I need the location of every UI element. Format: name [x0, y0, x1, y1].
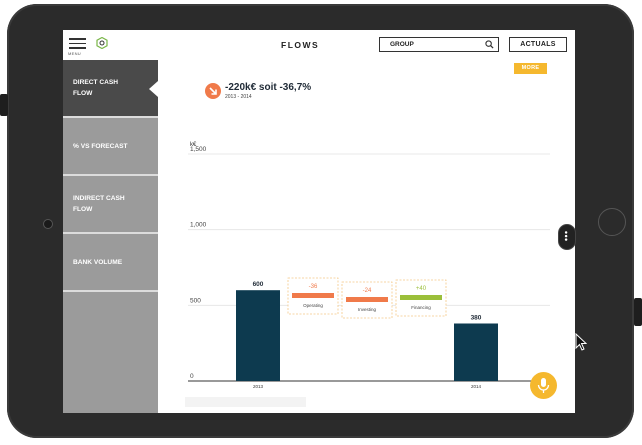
- sidebar: DIRECT CASH FLOW % VS FORECAST INDIRECT …: [63, 60, 158, 413]
- delta-category-label: Financing: [411, 305, 431, 310]
- delta-bar-Financing: [400, 295, 442, 300]
- volume-button: [0, 94, 8, 116]
- sidebar-item-bank-volume[interactable]: BANK VOLUME: [63, 234, 158, 292]
- y-tick-label: 500: [190, 297, 201, 304]
- app-screen: MENU FLOWS GROUP ACTUALS DIRECT CASH FLO…: [63, 30, 575, 413]
- logo-icon: [96, 37, 108, 49]
- group-select-value: GROUP: [390, 41, 414, 48]
- main-panel: MORE -220k€ soit -36,7% 2013 - 2014 k€ 1…: [158, 60, 575, 413]
- delta-bar-Operating: [292, 293, 334, 298]
- sidebar-item-label: BANK VOLUME: [73, 258, 123, 266]
- sidebar-item-direct-cash-flow[interactable]: DIRECT CASH FLOW: [63, 60, 158, 118]
- hamburger-menu-icon[interactable]: [69, 38, 86, 54]
- sidebar-item-label: % VS FORECAST: [73, 142, 128, 150]
- microphone-icon: [537, 378, 550, 393]
- delta-value-label: -36: [309, 284, 318, 290]
- delta-value-label: +40: [416, 286, 427, 292]
- x-tick-label: 2014: [471, 384, 482, 389]
- delta-category-label: Investing: [358, 307, 377, 312]
- bar-2013[interactable]: [236, 290, 280, 381]
- active-indicator: [149, 81, 158, 97]
- y-tick-label: 0: [190, 373, 194, 380]
- value-label: 380: [471, 314, 482, 321]
- y-unit-label: k€: [190, 142, 197, 148]
- x-tick-label: 2013: [253, 384, 264, 389]
- waterfall-chart: k€ 1,500 1,000 500 0 600 2013 -36 Operating -24 I…: [188, 142, 550, 389]
- trend-down-icon: [205, 83, 221, 99]
- y-tick-label: 1,000: [190, 222, 207, 229]
- sidebar-item-label: INDIRECT CASH FLOW: [73, 195, 125, 213]
- period-label: 2013 - 2014: [225, 94, 252, 100]
- delta-category-label: Operating: [303, 303, 323, 308]
- footer-placeholder: [185, 397, 306, 407]
- sidebar-item-indirect-cash-flow[interactable]: INDIRECT CASH FLOW: [63, 176, 158, 234]
- camera-icon: [43, 219, 53, 229]
- sidebar-item-vs-forecast[interactable]: % VS FORECAST: [63, 118, 158, 176]
- home-button[interactable]: [598, 208, 626, 236]
- side-button: [634, 298, 642, 326]
- delta-value-label: -24: [363, 288, 372, 294]
- mouse-cursor-icon: [575, 333, 587, 351]
- more-options-handle[interactable]: [558, 224, 576, 250]
- page-title: FLOWS: [281, 40, 320, 50]
- menu-label: MENU: [68, 51, 81, 56]
- microphone-button[interactable]: [530, 372, 557, 399]
- bar-2014[interactable]: [454, 323, 498, 381]
- y-tick-label: 1,500: [190, 146, 207, 153]
- top-bar: MENU FLOWS GROUP ACTUALS: [63, 30, 575, 61]
- vertical-dots-icon: [564, 231, 568, 241]
- sidebar-item-label: DIRECT CASH FLOW: [73, 79, 119, 97]
- search-icon[interactable]: [485, 40, 494, 49]
- value-label: 600: [253, 281, 264, 288]
- variance-headline: -220k€ soit -36,7%: [225, 82, 312, 93]
- delta-bar-Investing: [346, 297, 388, 302]
- actuals-button[interactable]: ACTUALS: [509, 37, 567, 52]
- more-button[interactable]: MORE: [514, 63, 547, 74]
- group-search-input[interactable]: GROUP: [379, 37, 499, 52]
